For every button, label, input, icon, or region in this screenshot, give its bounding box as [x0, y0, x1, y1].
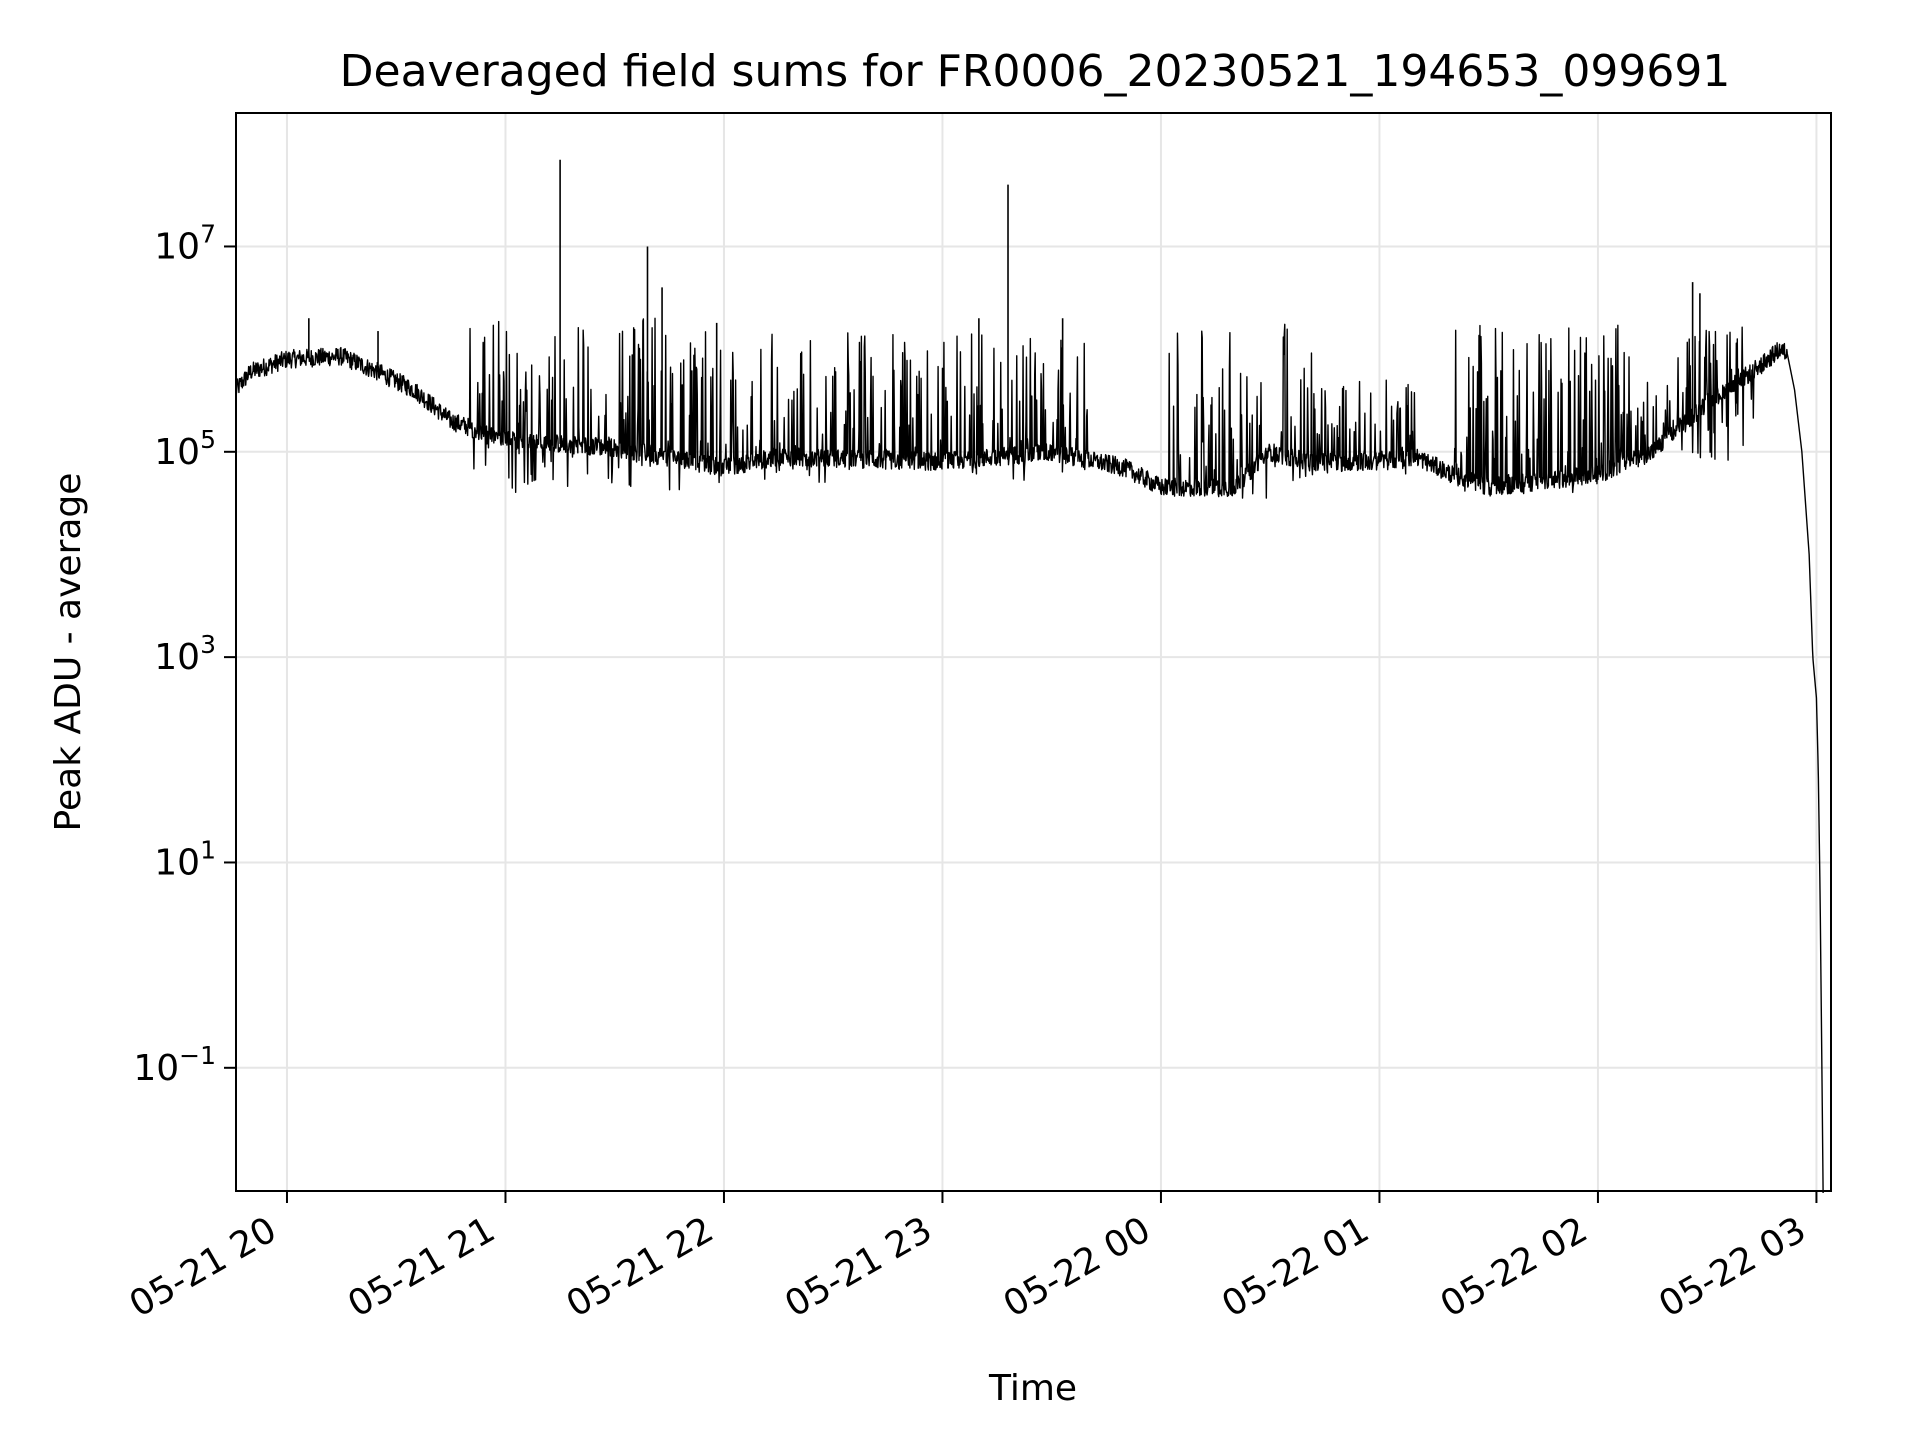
y-tick-label: 101: [154, 835, 216, 883]
y-tick-label: 103: [154, 630, 216, 678]
chart-title: Deaveraged field sums for FR0006_2023052…: [340, 46, 1731, 97]
y-tick-label: 10−1: [133, 1041, 216, 1089]
y-tick-label: 107: [154, 219, 216, 267]
y-tick-label: 105: [154, 425, 216, 473]
y-axis-label: Peak ADU - average: [48, 473, 89, 832]
plot-lines: [235, 159, 1824, 1194]
plot-frame: [235, 112, 1832, 1192]
x-axis-label: Time: [988, 1368, 1077, 1409]
grid: [236, 113, 1831, 1191]
y-axis-ticks: 10−1 101 103 105 107: [133, 219, 236, 1089]
series-line: [235, 317, 1824, 1194]
